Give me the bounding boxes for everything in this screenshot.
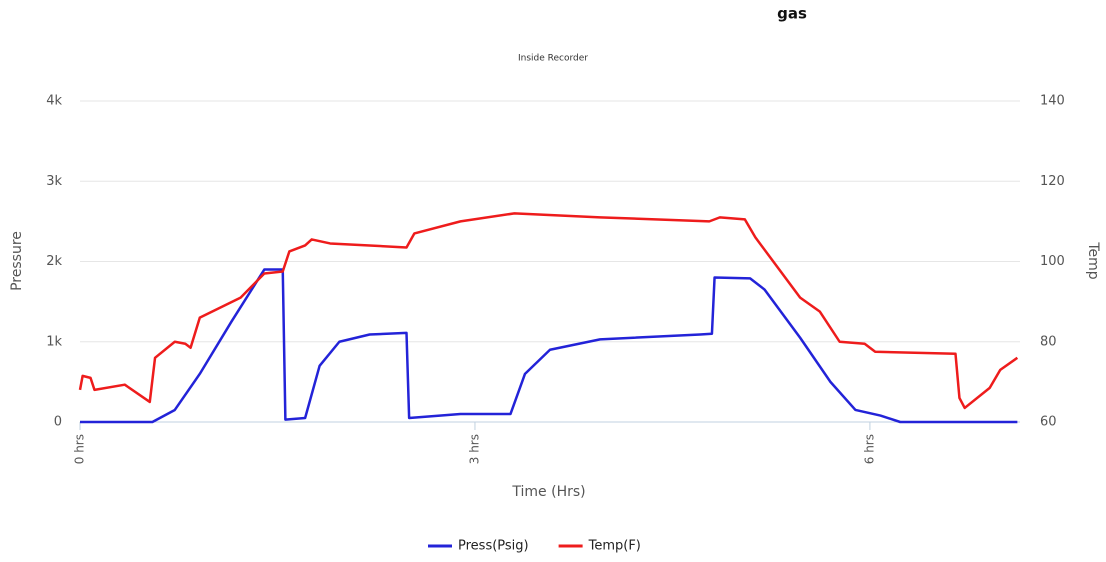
y-tick-label: 4k [46,94,62,109]
series-line [78,212,1019,410]
y-tick-label: 0 [54,415,62,430]
y2-tick-label: 80 [1040,334,1057,349]
chart-subtitle: Inside Recorder [518,54,588,64]
x-tick-label: 6 hrs [862,434,876,464]
y-axis-label: Pressure [9,231,25,291]
y-tick-label: 1k [46,334,62,349]
series-line [80,268,1018,424]
x-axis-label: Time (Hrs) [511,484,585,500]
y-tick-label: 2k [46,254,62,269]
y2-axis-label: Temp [1085,241,1101,279]
y-tick-label: 3k [46,174,62,189]
legend-label: Temp(F) [588,539,641,554]
x-tick-label: 0 hrs [73,434,87,464]
y2-tick-label: 60 [1040,415,1057,430]
y2-tick-label: 140 [1040,94,1065,109]
x-tick-label: 3 hrs [467,434,481,464]
chart-title: gas [777,5,807,23]
y2-tick-label: 100 [1040,254,1065,269]
legend-label: Press(Psig) [458,539,529,554]
y2-tick-label: 120 [1040,174,1065,189]
